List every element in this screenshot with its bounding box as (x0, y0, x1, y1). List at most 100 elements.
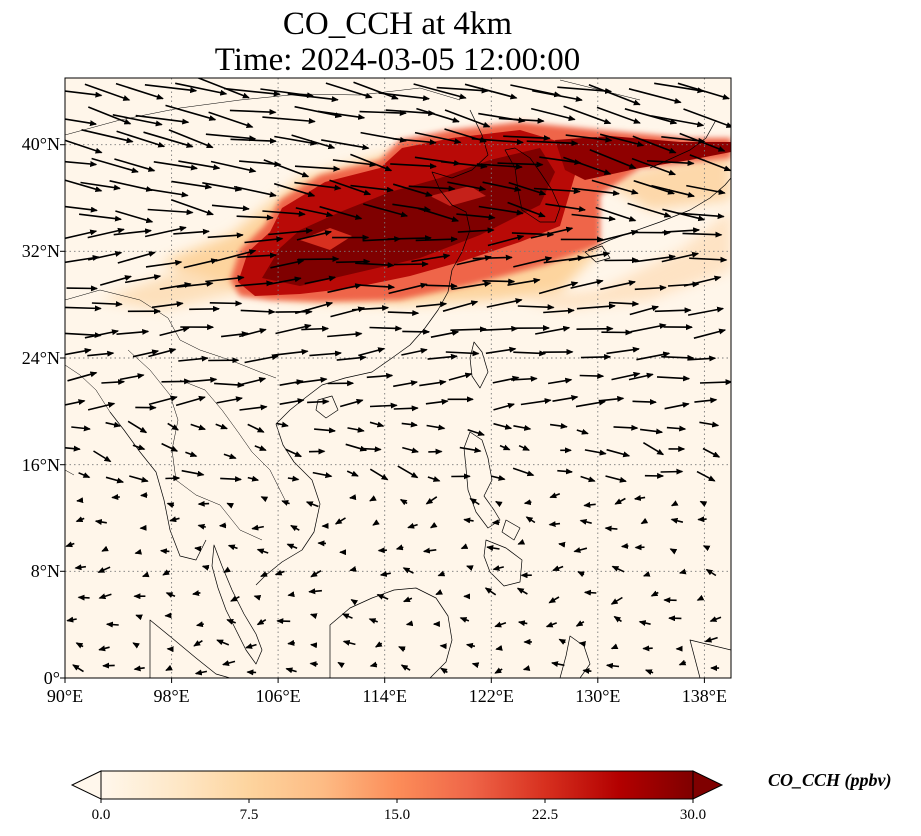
wind-arrow (346, 470, 359, 477)
wind-arrow (260, 496, 269, 503)
wind-arrow (548, 596, 560, 604)
wind-arrow (65, 305, 102, 312)
wind-arrow (494, 621, 507, 628)
wind-arrow (485, 346, 517, 355)
wind-arrow (114, 158, 156, 172)
wind-arrow (427, 476, 441, 482)
wind-arrow (427, 353, 458, 360)
wind-arrow (630, 323, 667, 333)
wind-arrow (644, 669, 654, 675)
wind-arrow (87, 350, 115, 357)
wind-arrow (287, 93, 339, 103)
wind-arrow (530, 226, 574, 239)
wind-arrow (444, 109, 491, 128)
wind-arrow (549, 423, 568, 429)
wind-arrow (262, 116, 316, 124)
wind-arrow (579, 519, 592, 525)
wind-arrow (693, 328, 727, 339)
wind-arrow (319, 205, 363, 220)
wind-arrow (687, 306, 725, 316)
wind-arrow (151, 301, 184, 309)
lon-label-114e: 114°E (362, 686, 407, 706)
wind-arrow (548, 521, 561, 528)
wind-arrow (260, 571, 268, 578)
wind-arrow (372, 519, 380, 526)
wind-arrow (629, 305, 660, 316)
map-frame (64, 77, 732, 679)
wind-arrow (353, 81, 399, 100)
wind-arrow (600, 280, 636, 291)
wind-arrow (374, 641, 383, 648)
wind-arrow (183, 258, 219, 269)
wind-arrow (439, 643, 447, 650)
wind-arrow (402, 567, 414, 574)
wind-arrow (545, 621, 557, 628)
wind-arrow (413, 83, 467, 100)
wind-arrow (350, 153, 393, 172)
wind-arrow (205, 133, 257, 142)
wind-arrow (192, 590, 201, 597)
wind-arrow (526, 140, 579, 147)
wind-arrow (220, 476, 242, 483)
wind-arrow (576, 428, 589, 435)
wind-arrow (442, 300, 479, 312)
wind-arrow (466, 565, 474, 571)
wind-arrow (571, 187, 620, 196)
wind-arrow (98, 593, 112, 600)
wind-arrow (551, 661, 565, 667)
wind-arrow (611, 371, 641, 381)
wind-arrow (251, 524, 264, 531)
wind-arrow (401, 347, 428, 356)
wind-arrow (244, 354, 279, 364)
wind-arrow (227, 544, 238, 551)
wind-arrow (597, 229, 639, 243)
wind-arrow (499, 444, 511, 451)
wind-arrow (210, 160, 257, 174)
wind-arrow (472, 254, 513, 261)
wind-arrow (205, 275, 245, 283)
wind-arrow (124, 274, 162, 284)
lon-label-90e: 90°E (46, 686, 84, 706)
wind-arrow (185, 451, 198, 458)
wind-arrow (263, 159, 310, 178)
wind-arrow (214, 381, 245, 388)
wind-arrow (465, 642, 476, 649)
wind-arrow (638, 620, 651, 626)
wind-arrow (148, 347, 177, 358)
wind-arrow (77, 594, 90, 601)
wind-arrow (654, 82, 705, 94)
wind-arrow (143, 131, 194, 148)
wind-arrow (632, 135, 677, 154)
wind-arrow (379, 570, 391, 577)
wind-arrow (709, 616, 722, 622)
wind-arrow (512, 467, 535, 477)
wind-arrow (422, 547, 437, 554)
wind-arrow (208, 111, 254, 129)
wind-arrow (678, 568, 687, 575)
wind-arrow (440, 160, 488, 170)
wind-arrow (493, 422, 513, 430)
wind-arrow (448, 372, 473, 381)
wind-arrow (642, 570, 651, 577)
wind-arrow (563, 156, 612, 175)
wind-arrow (478, 205, 524, 216)
wind-arrow (165, 475, 181, 482)
wind-arrow (491, 519, 500, 526)
wind-arrow (415, 236, 458, 243)
wind-arrow (75, 516, 85, 523)
wind-arrow (464, 83, 518, 100)
wind-arrow (533, 187, 581, 195)
wind-arrow (573, 547, 588, 553)
wind-arrow (411, 253, 451, 263)
wind-arrow (636, 351, 671, 361)
wind-arrow (101, 545, 109, 552)
wind-arrow (65, 139, 103, 154)
wind-arrow (342, 639, 356, 646)
wind-arrow (295, 207, 334, 218)
wind-arrow (238, 328, 267, 338)
wind-arrow (134, 548, 143, 555)
wind-arrow (297, 255, 340, 262)
wind-arrow (218, 522, 227, 529)
wind-arrow (87, 250, 123, 261)
wind-arrow (101, 379, 126, 386)
